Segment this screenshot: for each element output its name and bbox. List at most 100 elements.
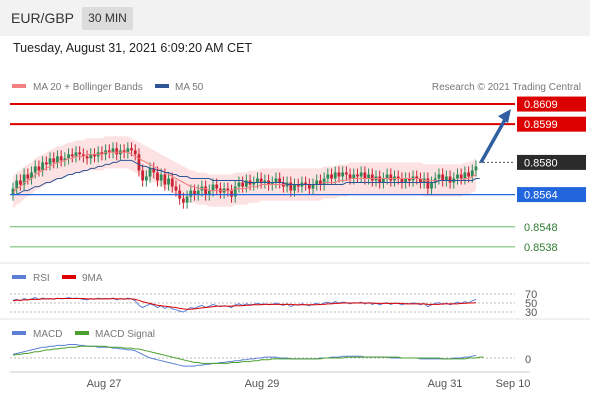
candle-body bbox=[389, 174, 393, 181]
ma50-legend-swatch bbox=[155, 84, 169, 88]
candle-body bbox=[370, 174, 374, 181]
candle-body bbox=[159, 174, 163, 181]
macd-legend-label: MACD bbox=[33, 329, 62, 340]
last-price-label: 0.8580 bbox=[524, 157, 558, 169]
macd-signal-legend-label: MACD Signal bbox=[95, 329, 155, 340]
candle-body bbox=[404, 178, 408, 183]
candle-body bbox=[52, 158, 56, 163]
candle-body bbox=[167, 178, 170, 185]
candle-body bbox=[419, 178, 422, 183]
candle-body bbox=[185, 196, 189, 203]
candle-body bbox=[463, 172, 467, 179]
candle-body bbox=[326, 174, 330, 179]
candle-body bbox=[356, 174, 359, 177]
bollinger-band-area bbox=[13, 136, 476, 209]
macd-signal-line bbox=[12, 345, 484, 364]
ma50-line bbox=[13, 159, 480, 196]
currency-pair-title: EUR/GBP bbox=[11, 10, 75, 26]
candle-body bbox=[130, 148, 133, 151]
candle-body bbox=[474, 166, 478, 171]
ma20-legend-swatch bbox=[12, 84, 26, 88]
candle-body bbox=[256, 178, 259, 183]
candle-body bbox=[352, 174, 356, 179]
candle-body bbox=[133, 150, 137, 155]
candle-body bbox=[441, 174, 445, 181]
candle-body bbox=[315, 180, 319, 185]
rsi-tick-50: 50 bbox=[525, 298, 537, 310]
candle-body bbox=[322, 178, 326, 185]
candle-body bbox=[137, 154, 141, 171]
rsi-ma-legend-label: 9MA bbox=[82, 273, 103, 284]
candle-body bbox=[152, 168, 156, 173]
candle-body bbox=[459, 174, 463, 179]
candle-body bbox=[78, 152, 82, 155]
rsi-line bbox=[12, 297, 477, 313]
candle-body bbox=[415, 176, 419, 179]
ma20-legend-label: MA 20 + Bollinger Bands bbox=[33, 82, 143, 93]
candle-body bbox=[56, 156, 59, 163]
candle-body bbox=[111, 148, 115, 153]
candle-body bbox=[396, 176, 400, 179]
candle-body bbox=[237, 182, 241, 187]
candle-body bbox=[289, 182, 293, 191]
candle-body bbox=[26, 174, 30, 179]
candle-body bbox=[274, 178, 278, 183]
candle-body bbox=[115, 148, 119, 155]
candle-body bbox=[81, 154, 85, 157]
candle-body bbox=[226, 188, 230, 191]
candle-body bbox=[311, 184, 315, 189]
candle-body bbox=[470, 170, 474, 177]
candle-body bbox=[126, 148, 130, 153]
candle-body bbox=[304, 182, 308, 185]
report-datetime: Tuesday, August 31, 2021 6:09:20 AM CET bbox=[13, 41, 253, 55]
candle-body bbox=[122, 150, 126, 153]
rsi-legend-label: RSI bbox=[33, 273, 50, 284]
level-label: 0.8609 bbox=[524, 99, 558, 111]
candle-body bbox=[230, 190, 233, 197]
candle-body bbox=[233, 186, 237, 197]
candle-body bbox=[30, 172, 33, 179]
candle-body bbox=[293, 184, 296, 191]
candle-body bbox=[263, 180, 267, 183]
candle-body bbox=[44, 162, 48, 165]
level-label: 0.8564 bbox=[524, 190, 558, 202]
timeframe-button[interactable]: 30 MIN bbox=[82, 7, 133, 30]
candle-body bbox=[448, 176, 452, 183]
level-label-box bbox=[517, 96, 586, 112]
candle-body bbox=[385, 174, 389, 179]
candle-body bbox=[156, 172, 159, 181]
forecast-arrow-shaft bbox=[479, 115, 509, 164]
candle-body bbox=[341, 172, 345, 177]
x-tick-aug31: Aug 31 bbox=[428, 378, 463, 390]
candle-body bbox=[359, 172, 363, 177]
candle-body bbox=[363, 172, 367, 179]
candle-body bbox=[19, 180, 22, 185]
macd-tick-0: 0 bbox=[525, 354, 531, 366]
candle-body bbox=[307, 184, 311, 189]
candle-body bbox=[444, 176, 448, 181]
candle-body bbox=[367, 174, 370, 179]
candle-body bbox=[337, 172, 341, 177]
rsi-tick-30: 30 bbox=[525, 307, 537, 319]
rsi-legend-swatch bbox=[12, 275, 26, 279]
candle-body bbox=[400, 178, 404, 183]
candle-body bbox=[67, 154, 70, 159]
candle-body bbox=[196, 190, 200, 195]
candle-body bbox=[456, 174, 459, 179]
x-tick-aug27: Aug 27 bbox=[87, 378, 122, 390]
rsi-tick-70: 70 bbox=[525, 289, 537, 301]
candle-body bbox=[259, 178, 263, 183]
candle-body bbox=[344, 172, 348, 175]
rsi-ma-legend-swatch bbox=[62, 275, 76, 279]
candle-body bbox=[181, 198, 185, 203]
macd-line bbox=[12, 344, 477, 367]
candle-body bbox=[33, 166, 37, 173]
macd-legend-swatch bbox=[12, 331, 26, 335]
candle-body bbox=[48, 158, 52, 165]
candle-body bbox=[244, 180, 248, 187]
candle-body bbox=[59, 156, 63, 161]
candle-body bbox=[378, 176, 382, 183]
ma50-legend-label: MA 50 bbox=[175, 82, 204, 93]
candle-body bbox=[348, 174, 352, 179]
candle-body bbox=[163, 174, 167, 185]
